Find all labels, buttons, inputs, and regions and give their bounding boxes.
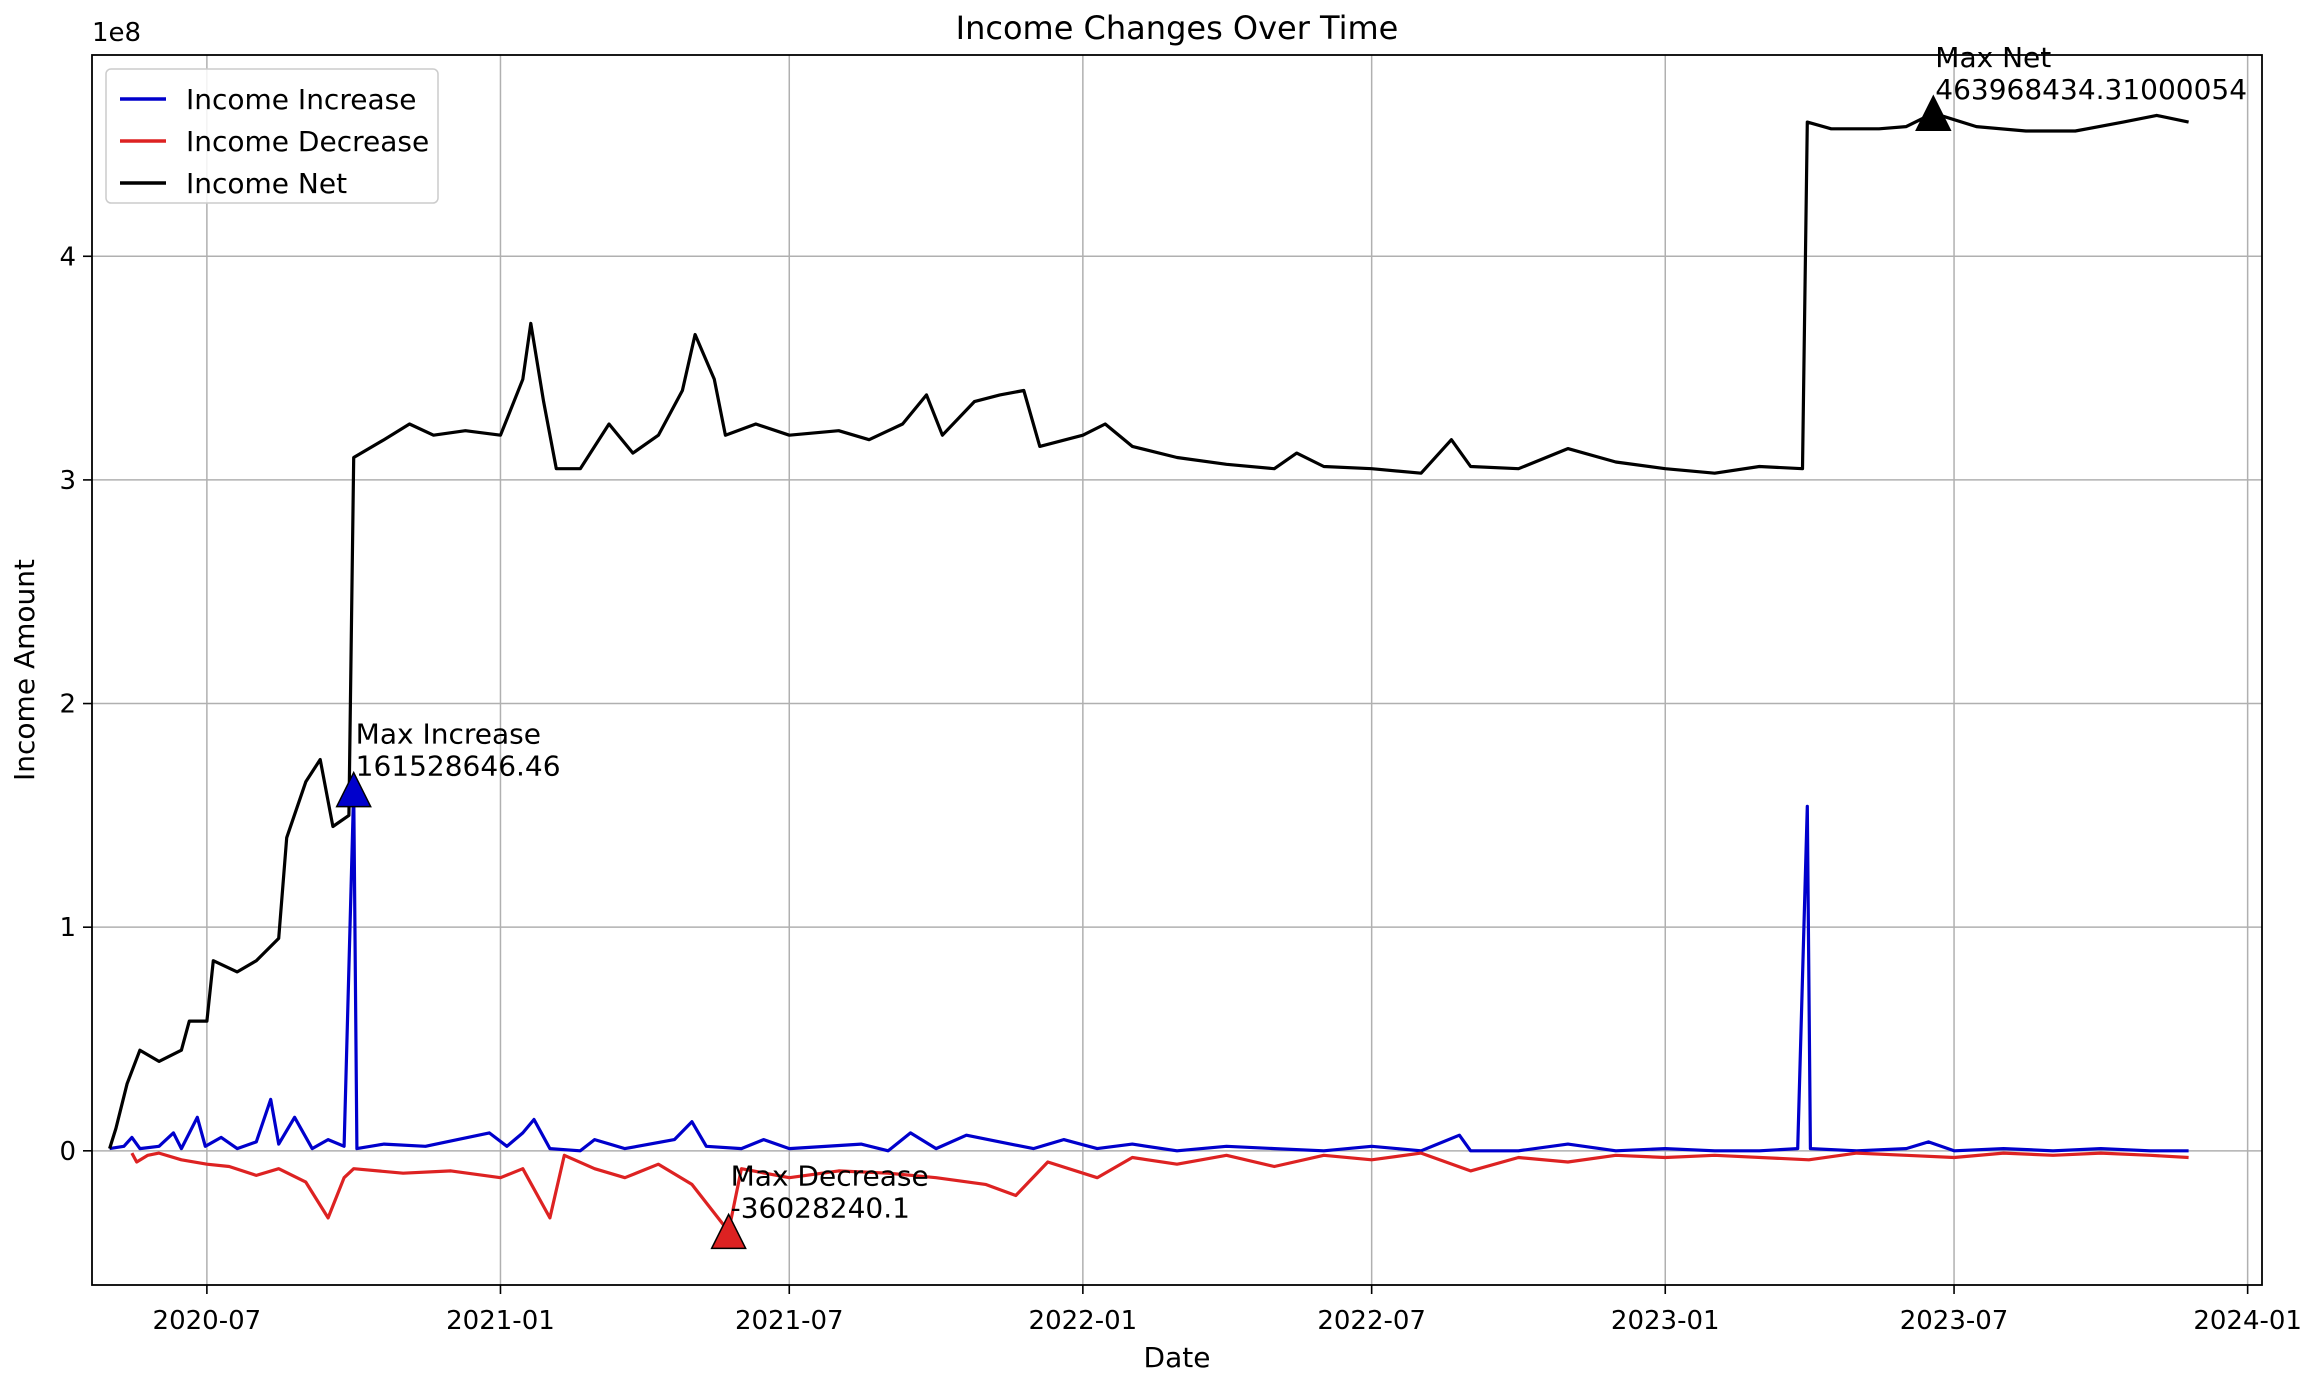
annotation-value: -36028240.1 — [731, 1191, 910, 1224]
y-axis-scale-label: 1e8 — [92, 18, 141, 48]
legend: Income Increase Income Decrease Income Net — [105, 68, 439, 204]
x-tick-label: 2022-07 — [1317, 1306, 1426, 1336]
x-tick-label: 2023-07 — [1900, 1306, 2009, 1336]
annotation-marker — [1915, 94, 1952, 131]
x-tick-label: 2020-07 — [153, 1306, 262, 1336]
x-tick-label: 2022-01 — [1029, 1306, 1138, 1336]
annotation-value: 161528646.46 — [356, 750, 561, 783]
x-tick-label: 2024-01 — [2193, 1306, 2302, 1336]
annotation-marker — [710, 1212, 747, 1250]
legend-label: Income Decrease — [186, 125, 429, 158]
annotation-marker — [335, 770, 372, 808]
legend-label: Income Increase — [186, 83, 416, 116]
annotation-value: 463968434.31000054 — [1935, 73, 2247, 106]
series-line-income-increase — [109, 788, 2189, 1153]
annotation-label: Max Net — [1935, 41, 2051, 74]
annotation-label: Max Decrease — [731, 1159, 929, 1192]
chart-title: Income Changes Over Time — [956, 9, 1399, 47]
series-layer — [108, 111, 2189, 1233]
x-axis-label: Date — [1144, 1341, 1211, 1374]
y-tick-label: 0 — [59, 1137, 76, 1167]
y-tick-label: 1 — [59, 913, 76, 943]
y-tick-label: 4 — [59, 242, 76, 272]
series-line-income-net — [108, 111, 2189, 1150]
plot-frame — [91, 54, 2263, 1286]
tick-layer: 2020-07 2021-01 2021-07 2022-01 2022-07 2023-… — [59, 242, 2302, 1336]
series-line-income-decrease — [130, 1151, 2189, 1233]
x-tick-label: 2021-07 — [735, 1306, 844, 1336]
y-tick-label: 2 — [59, 690, 76, 720]
x-tick-label: 2023-01 — [1611, 1306, 1720, 1336]
y-axis-label: Income Amount — [8, 559, 41, 781]
y-tick-label: 3 — [59, 466, 76, 496]
legend-box — [105, 68, 439, 204]
x-tick-label: 2021-01 — [446, 1306, 555, 1336]
annotation-label: Max Increase — [356, 718, 541, 751]
legend-label: Income Net — [186, 167, 347, 200]
